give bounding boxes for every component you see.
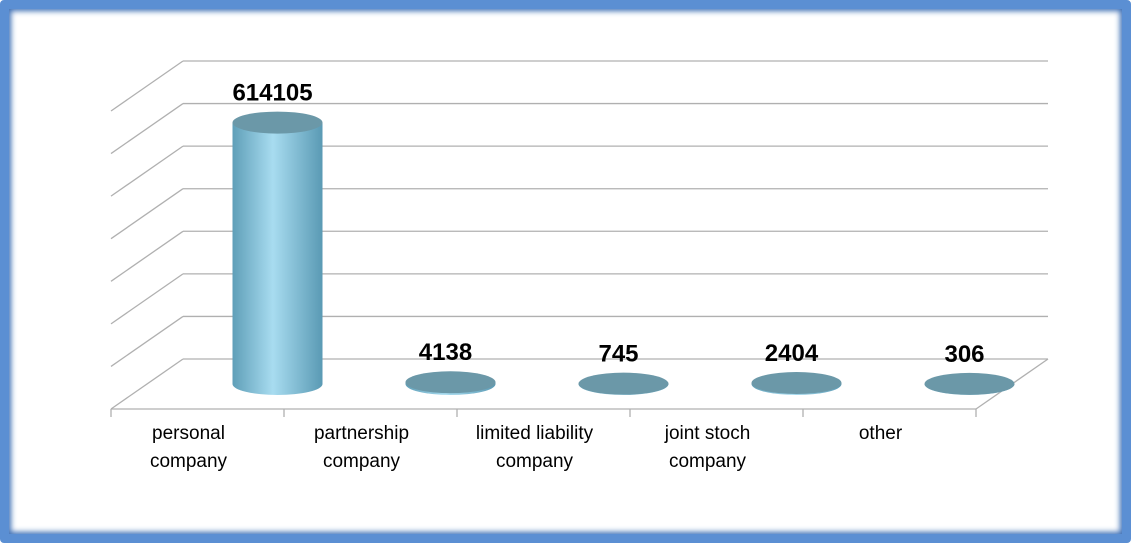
grid-line <box>110 145 184 197</box>
bar-part <box>405 371 496 394</box>
bar <box>751 371 842 396</box>
data-label: 306 <box>944 341 984 368</box>
x-tick-label: limited liability company <box>475 423 594 472</box>
bar <box>232 111 323 396</box>
x-tick-label: joint stoch company <box>664 423 751 472</box>
chart: 614105 4138 745 2404 306 <box>110 60 1049 417</box>
x-tick-label: partnership company <box>313 423 410 472</box>
bar-part <box>578 372 669 395</box>
grid-line <box>110 188 184 240</box>
x-tick-label: other <box>858 423 903 444</box>
grid-line <box>110 60 184 112</box>
data-label: 2404 <box>765 340 819 367</box>
bar <box>924 372 1015 396</box>
data-label: 745 <box>598 341 638 368</box>
bar-part <box>924 372 1015 395</box>
data-label: 614105 <box>232 80 312 107</box>
grid-line <box>110 230 184 282</box>
grid-line <box>110 273 184 325</box>
bar-part <box>751 371 842 394</box>
bar <box>578 372 669 396</box>
grid-line <box>110 103 184 155</box>
bar-part <box>232 122 323 396</box>
x-tick-label: personal company <box>149 423 228 472</box>
grid-line <box>110 315 184 367</box>
grid-line <box>110 358 184 410</box>
bar-part <box>232 111 323 134</box>
bar <box>405 371 496 396</box>
data-label: 4138 <box>419 339 472 366</box>
